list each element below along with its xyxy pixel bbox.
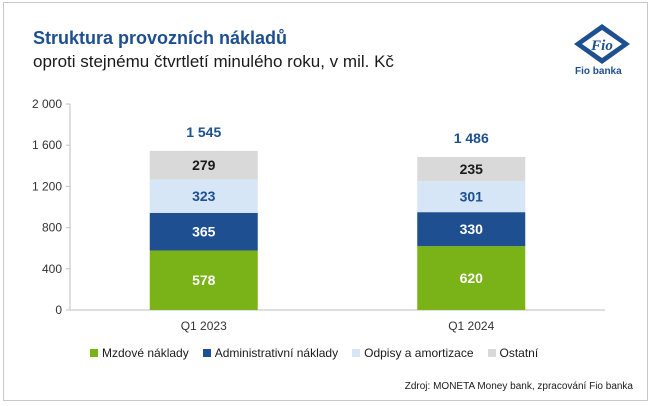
data-label: 235 [460,161,484,177]
legend-item: Ostatní [487,346,539,360]
legend-item: Administrativní náklady [202,346,339,360]
y-tick-label: 800 [42,221,62,235]
legend-swatch [90,349,98,357]
data-label: 620 [460,270,484,286]
total-label: 1 545 [186,124,221,140]
bar-segment [149,179,258,213]
data-label: 323 [192,188,216,204]
bar-segment [149,250,258,310]
source-note: Zdroj: MONETA Money bank, zpracování Fio… [404,381,633,392]
legend-swatch [202,349,211,357]
legend-label: Administrativní náklady [214,346,339,360]
y-tick-label: 0 [55,303,62,317]
legend-swatch [487,349,496,357]
bar-segment [417,246,526,310]
logo-mark: Fio [590,38,613,54]
bar-segment [149,212,258,251]
chart-legend: Mzdové náklady Administrativní náklady Odp… [90,346,538,360]
y-tick-label: 2 000 [32,97,62,111]
fio-logo-icon: Fio [574,24,630,64]
bar-segment [149,150,258,180]
data-label: 279 [192,157,216,173]
x-tick-label: Q1 2023 [181,319,227,333]
chart-frame [3,2,648,401]
x-tick-label: Q1 2024 [448,319,494,333]
y-tick-label: 1 200 [32,179,62,193]
bar-segment [417,212,526,247]
chart-title: Struktura provozních nákladů [33,28,288,48]
bar-segment [417,181,526,213]
legend-label: Ostatní [499,346,539,360]
y-tick-label: 400 [42,262,62,276]
chart-subtitle: oproti stejnému čtvrtletí minulého roku,… [33,52,394,71]
data-label: 301 [460,189,484,205]
data-label: 365 [192,224,216,240]
logo-name: Fio banka [575,66,622,77]
legend-label: Odpisy a amortizace [364,346,474,360]
bar-segment [417,156,526,182]
legend-item: Odpisy a amortizace [352,346,474,360]
data-label: 578 [192,272,216,288]
total-label: 1 486 [454,130,489,146]
y-tick-label: 1 600 [32,138,62,152]
legend-label: Mzdové náklady [102,346,189,360]
data-label: 330 [460,221,484,237]
legend-swatch [352,349,361,357]
legend-item: Mzdové náklady [90,346,189,360]
